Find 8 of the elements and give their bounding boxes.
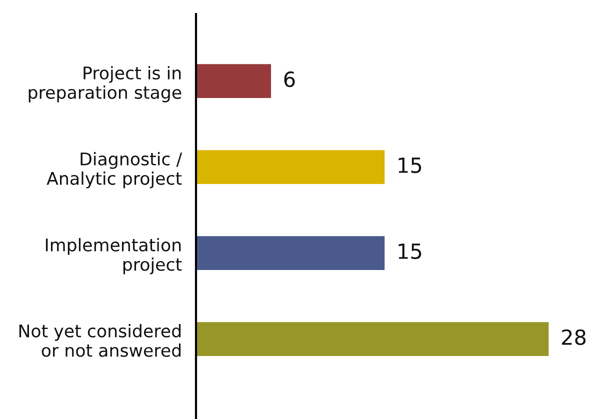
y-tick-label: Project is in preparation stage [28, 66, 182, 102]
y-tick-label: Not yet considered or not answered [19, 324, 181, 357]
y-tick-label: Implementation project [46, 238, 182, 274]
data-label: 15 [398, 244, 422, 260]
data-label: 6 [284, 71, 295, 88]
y-tick-label: Diagnostic / Analytic project [46, 152, 182, 188]
data-label: 15 [398, 158, 422, 174]
data-label: 28 [562, 329, 586, 346]
